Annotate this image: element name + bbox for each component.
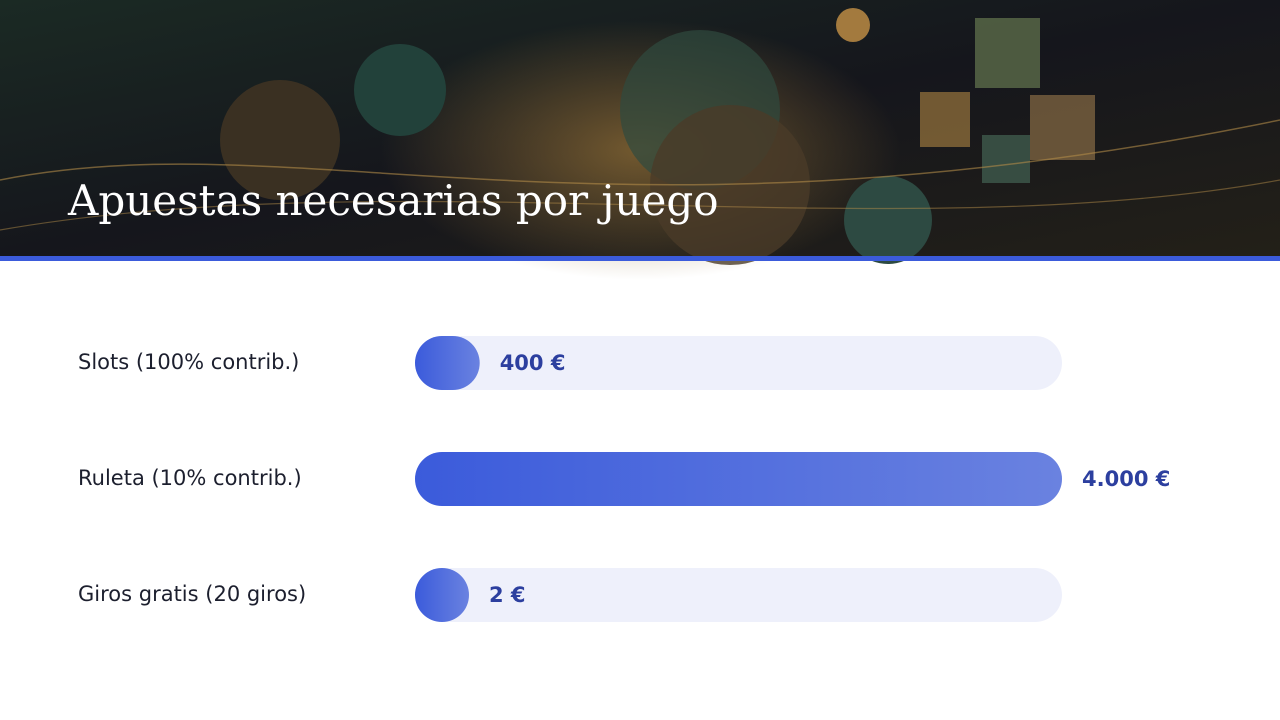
bar [415,452,1062,506]
bar [415,336,480,390]
value-label: 4.000 € [1082,467,1170,491]
value-label: 2 € [489,583,526,607]
bar [415,568,469,622]
bar-track [415,336,1062,390]
category-label: Slots (100% contrib.) [78,350,299,374]
bar-track [415,568,1062,622]
category-label: Ruleta (10% contrib.) [78,466,302,490]
category-label: Giros gratis (20 giros) [78,582,306,606]
chart-title: Apuestas necesarias por juego [67,176,719,225]
value-label: 400 € [500,351,566,375]
banner: Apuestas necesarias por juego [0,0,1280,280]
